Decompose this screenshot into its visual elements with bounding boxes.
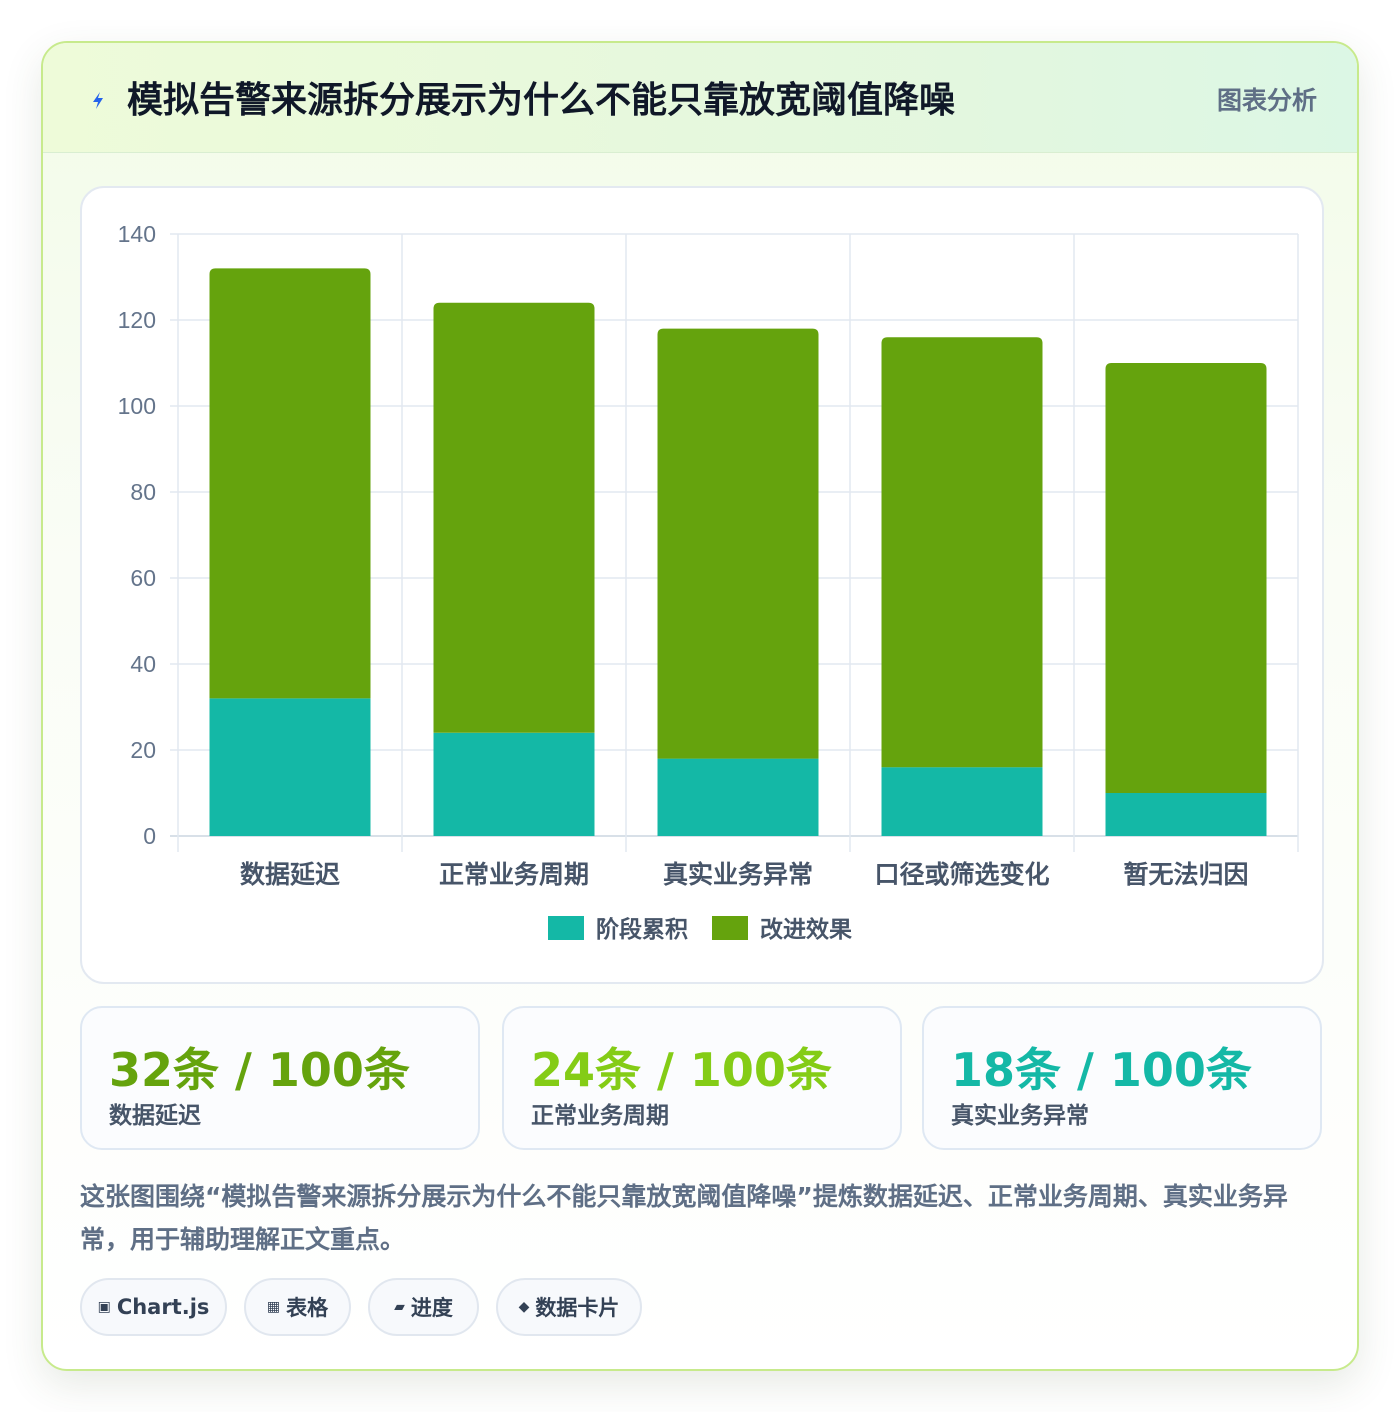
y-tick-label: 60 bbox=[130, 565, 156, 591]
bar-segment-improvement bbox=[433, 302, 595, 733]
bar-segment-stage bbox=[433, 732, 595, 836]
chip-label: 进度 bbox=[410, 1296, 453, 1320]
category-tag: 图表分析 bbox=[1216, 86, 1317, 115]
chip-progress[interactable]: ▰ 进度 bbox=[368, 1278, 479, 1336]
y-tick-label: 0 bbox=[143, 823, 156, 849]
stat-label: 数据延迟 bbox=[109, 1103, 201, 1129]
chart-icon: ▣ bbox=[97, 1299, 111, 1315]
chip-label: 数据卡片 bbox=[535, 1296, 620, 1320]
bar-segment-improvement bbox=[881, 337, 1043, 768]
chip-data-card[interactable]: ◆ 数据卡片 bbox=[496, 1278, 642, 1336]
chip-label: Chart.js bbox=[116, 1295, 210, 1319]
stat-card: 32条 / 100条 数据延迟 bbox=[80, 1006, 480, 1150]
stat-value: 32条 / 100条 bbox=[109, 1043, 410, 1097]
x-tick-label: 口径或筛选变化 bbox=[874, 860, 1049, 889]
bar-segment-improvement bbox=[657, 328, 819, 759]
progress-icon: ▰ bbox=[394, 1299, 405, 1315]
legend-label: 改进效果 bbox=[760, 916, 852, 943]
tech-chips: ▣ Chart.js ▦ 表格 ▰ 进度 ◆ 数据卡片 bbox=[80, 1278, 780, 1336]
x-tick-label: 真实业务异常 bbox=[663, 860, 813, 889]
bar-segment-stage bbox=[881, 767, 1043, 836]
stat-label: 真实业务异常 bbox=[951, 1103, 1089, 1129]
y-tick-label: 40 bbox=[130, 651, 156, 677]
chip-table[interactable]: ▦ 表格 bbox=[244, 1278, 351, 1336]
bar-segment-improvement bbox=[209, 268, 371, 699]
stat-card: 18条 / 100条 真实业务异常 bbox=[922, 1006, 1322, 1150]
bar-segment-stage bbox=[657, 758, 819, 836]
summary-text: 这张图围绕“模拟告警来源拆分展示为什么不能只靠放宽阈值降噪”提炼数据延迟、正常业… bbox=[80, 1182, 1288, 1254]
bar-segment-stage bbox=[1105, 793, 1267, 836]
legend-swatch bbox=[712, 916, 748, 940]
table-icon: ▦ bbox=[266, 1299, 281, 1315]
bar-segment-stage bbox=[209, 698, 371, 836]
x-tick-label: 暂无法归因 bbox=[1123, 860, 1248, 889]
chart-card: 模拟告警来源拆分展示为什么不能只靠放宽阈值降噪 图表分析 0 20 40 60 80 10… bbox=[41, 41, 1359, 1371]
bar-segment-improvement bbox=[1105, 363, 1267, 793]
x-tick-label: 数据延迟 bbox=[240, 860, 340, 889]
legend-swatch bbox=[548, 916, 584, 940]
page-title: 模拟告警来源拆分展示为什么不能只靠放宽阈值降噪 bbox=[127, 80, 956, 121]
y-tick-label: 20 bbox=[130, 737, 156, 763]
x-tick-label: 正常业务周期 bbox=[439, 860, 589, 889]
diamond-icon: ◆ bbox=[518, 1299, 530, 1315]
stat-card: 24条 / 100条 正常业务周期 bbox=[502, 1006, 902, 1150]
y-tick-label: 80 bbox=[130, 479, 156, 505]
chart-panel: 0 20 40 60 80 100 120 140 数据延迟 正常业务周期 真实业务异常 口径或筛选变… bbox=[80, 186, 1324, 984]
stat-value: 18条 / 100条 bbox=[951, 1043, 1252, 1097]
stat-label: 正常业务周期 bbox=[531, 1103, 669, 1129]
chip-chartjs[interactable]: ▣ Chart.js bbox=[80, 1278, 227, 1336]
chip-label: 表格 bbox=[286, 1296, 329, 1320]
y-tick-label: 140 bbox=[118, 221, 156, 247]
legend-label: 阶段累积 bbox=[596, 916, 688, 943]
stacked-bar-chart: 0 20 40 60 80 100 120 140 数据延迟 正常业务周期 真实业务异常 口径或筛选变… bbox=[118, 221, 1299, 943]
lightning-icon bbox=[93, 92, 103, 109]
stat-cards: 32条 / 100条 数据延迟 24条 / 100条 正常业务周期 18条 / … bbox=[80, 1006, 1324, 1150]
y-tick-label: 120 bbox=[118, 307, 156, 333]
stat-value: 24条 / 100条 bbox=[531, 1043, 832, 1097]
y-tick-label: 100 bbox=[118, 393, 156, 419]
card-header: 模拟告警来源拆分展示为什么不能只靠放宽阈值降噪 图表分析 bbox=[43, 43, 1357, 153]
